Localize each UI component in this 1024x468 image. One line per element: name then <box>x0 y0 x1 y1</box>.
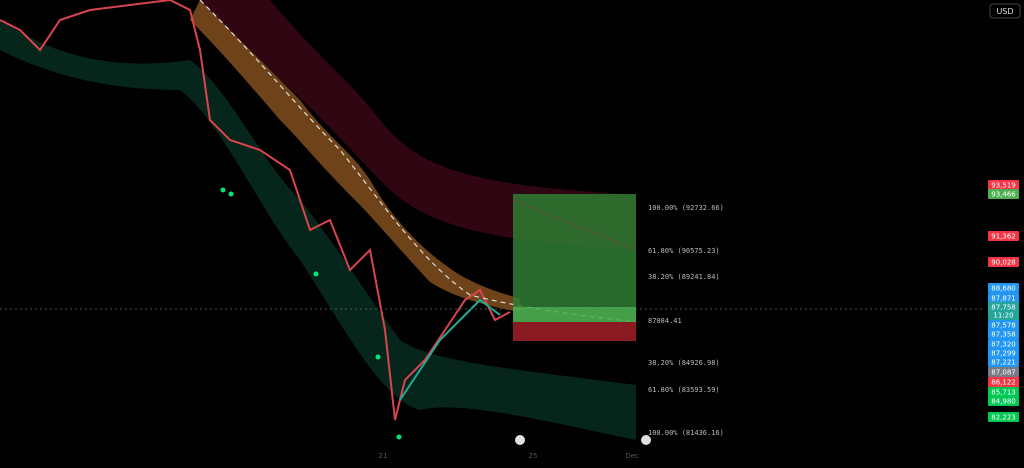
fib-level-label: 38.20% (89241.84) <box>648 273 720 281</box>
time-label: 25 <box>529 452 538 460</box>
stop-zone <box>513 322 636 341</box>
lower-band <box>0 20 636 440</box>
price-tag-label: 82,223 <box>991 414 1016 422</box>
price-tag <box>988 189 1019 199</box>
price-tag-label: 87,221 <box>991 359 1016 367</box>
fib-level-label: 100.00% (81436.16) <box>648 429 724 437</box>
price-tag <box>988 302 1019 312</box>
price-tag-label: 87,299 <box>991 350 1016 358</box>
price-tag-label: 87,358 <box>991 331 1016 339</box>
price-tag-label: 87,578 <box>991 322 1016 330</box>
event-icon[interactable] <box>641 435 651 445</box>
price-tag <box>988 348 1019 358</box>
price-tag-label: 87,871 <box>991 295 1016 303</box>
time-label: 21 <box>379 452 388 460</box>
price-tag <box>988 320 1019 330</box>
price-tag <box>988 367 1019 377</box>
time-label: Dec <box>625 452 639 460</box>
price-tag-label: 87,758 <box>991 304 1016 312</box>
fib-level-label: 61.80% (90575.23) <box>648 247 720 255</box>
price-tag <box>988 293 1019 303</box>
fib-level-label: 87084.41 <box>648 317 682 325</box>
price-tag-label: 86,122 <box>991 379 1016 387</box>
price-tag <box>988 231 1019 241</box>
fib-level-label: 100.00% (92732.66) <box>648 204 724 212</box>
fib-level-label: 38.20% (84926.98) <box>648 359 720 367</box>
price-tag-label: 88,680 <box>991 285 1016 293</box>
price-tag-label: 84,980 <box>991 398 1016 406</box>
price-tag-label: 11:20 <box>993 312 1013 320</box>
price-tag-label: 87,320 <box>991 341 1016 349</box>
signal-dot <box>396 434 402 440</box>
price-tag <box>988 377 1019 387</box>
price-tag <box>988 257 1019 267</box>
price-tag <box>988 396 1019 406</box>
price-tag <box>988 357 1019 367</box>
signal-dot <box>228 191 234 197</box>
mid-dashed <box>199 0 637 323</box>
fib-level-label: 61.80% (83593.59) <box>648 386 720 394</box>
price-tag <box>988 180 1019 190</box>
price-tag-label: 91,362 <box>991 233 1016 241</box>
signal-dot <box>220 187 226 193</box>
price-tag-label: 93,519 <box>991 182 1016 190</box>
price-tag <box>988 412 1019 422</box>
entry-zone <box>513 307 636 322</box>
price-tag <box>988 283 1019 293</box>
price-tag-label: 90,028 <box>991 259 1016 267</box>
signal-dot <box>313 271 319 277</box>
middle-band <box>190 0 520 312</box>
currency-label: USD <box>996 7 1013 16</box>
currency-button[interactable] <box>989 3 1021 19</box>
price-tag-label: 93,466 <box>991 191 1016 199</box>
price-tag-label: 85,713 <box>991 389 1016 397</box>
price-tag <box>988 310 1019 320</box>
price-tag <box>988 339 1019 349</box>
price-tag <box>988 387 1019 397</box>
price-tag <box>988 329 1019 339</box>
price-line <box>0 0 511 421</box>
price-tag-label: 87,087 <box>991 369 1016 377</box>
upper-band <box>200 0 636 250</box>
event-icon[interactable] <box>515 435 525 445</box>
price-line-up <box>399 298 501 401</box>
band-edge <box>512 199 637 251</box>
target-zone <box>513 194 636 307</box>
signal-dot <box>375 354 381 360</box>
